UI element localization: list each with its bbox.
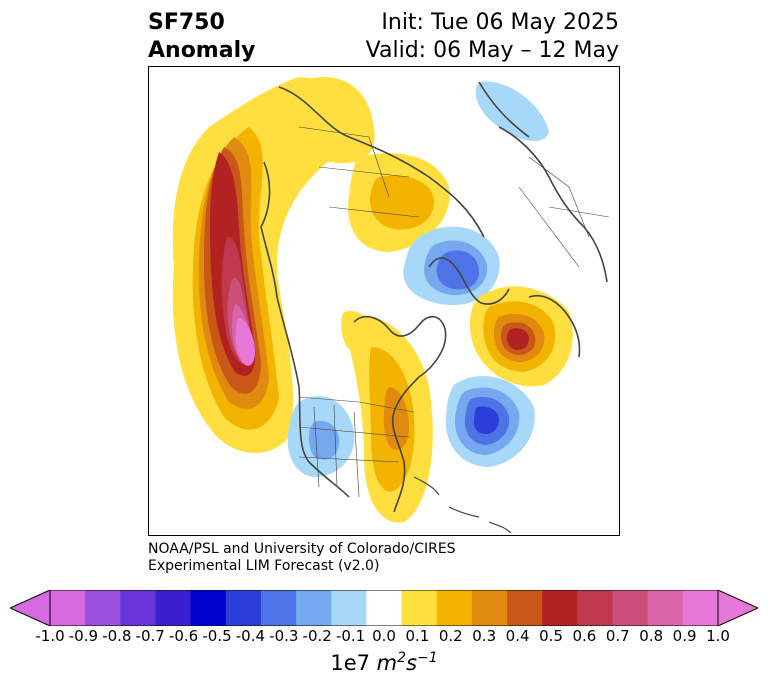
colorbar-tick-label: -0.1	[335, 627, 366, 645]
colorbar-cell	[260, 590, 297, 626]
colorbar-cell	[296, 590, 332, 626]
colorbar-tick-label: -0.4	[235, 627, 266, 645]
arctic-positive-anomaly	[288, 77, 450, 252]
credit-text: NOAA/PSL and University of Colorado/CIRE…	[148, 541, 456, 575]
colorbar-tick-label: -0.6	[168, 627, 199, 645]
credit-line-2: Experimental LIM Forecast (v2.0)	[148, 558, 380, 574]
coastlines	[260, 81, 608, 513]
colorbar-tick-label: 0.0	[372, 627, 396, 645]
colorbar-tick-label: 0.5	[539, 627, 563, 645]
colorbar-units: 1e7 m2s−1	[0, 650, 768, 675]
map-title: SF750 Anomaly	[148, 9, 255, 65]
forecast-dates: Init: Tue 06 May 2025 Valid: 06 May – 12…	[366, 9, 619, 65]
map-panel	[148, 66, 620, 536]
colorbar-cell	[436, 590, 473, 626]
colorbar-outline	[49, 590, 719, 626]
anomaly-map	[172, 77, 610, 534]
colorbar-cell	[120, 590, 156, 626]
init-date: Init: Tue 06 May 2025	[381, 10, 619, 35]
colorbar-tick-label: 0.9	[672, 627, 697, 645]
colorbar-tick-label: 0.1	[405, 627, 430, 645]
colorbar-tick-label: -0.8	[102, 627, 132, 645]
colorbar-cell	[401, 590, 438, 626]
colorbar	[10, 590, 758, 626]
colorbar-cell	[577, 590, 614, 626]
colorbar-tick-label: 1.0	[706, 627, 730, 645]
colorbar-tick-label: 0.3	[472, 627, 497, 645]
caribbean-islands	[413, 476, 512, 534]
colorbar-tick-label: -0.9	[68, 627, 99, 645]
atlantic-trough-anomaly	[445, 376, 535, 467]
political-borders	[298, 126, 610, 498]
colorbar-tick-label: -0.3	[269, 627, 299, 645]
colorbar-cell	[647, 590, 684, 626]
colorbar-cell	[366, 590, 403, 626]
colorbar-cell	[471, 590, 508, 626]
pacific-ridge-anomaly	[172, 77, 365, 454]
units-s-exp: −1	[417, 650, 438, 666]
colorbar-cell	[225, 590, 262, 626]
colorbar-tick-label: 0.6	[572, 627, 597, 645]
colorbar-cell	[190, 590, 227, 626]
colorbar-cell	[542, 590, 578, 626]
colorbar-cell	[50, 590, 86, 626]
units-s: s	[406, 651, 418, 675]
credit-line-1: NOAA/PSL and University of Colorado/CIRE…	[148, 541, 456, 557]
valid-range: Valid: 06 May – 12 May	[365, 38, 619, 63]
units-m: m	[376, 651, 398, 675]
colorbar-cell	[682, 590, 719, 626]
colorbar-tick-label: 0.4	[505, 627, 530, 645]
colorbar-tick-label: -0.2	[302, 627, 332, 645]
colorbar-tick-label: 0.2	[438, 627, 463, 645]
units-prefix: 1e7	[330, 651, 370, 675]
colorbar-tick-label: -0.7	[135, 627, 165, 645]
colorbar-tick-label: -1.0	[35, 627, 65, 645]
colorbar-tick-label: 0.8	[639, 627, 664, 645]
colorbar-cell	[612, 590, 649, 626]
units-m-exp: 2	[397, 650, 407, 666]
title-type: Anomaly	[148, 38, 256, 63]
atlantic-ridge-anomaly	[469, 286, 573, 387]
colorbar-cell	[85, 590, 121, 626]
colorbar-cells	[50, 590, 719, 626]
colorbar-left-extension	[10, 590, 51, 626]
western-us-anomaly	[287, 396, 355, 477]
eastern-us-anomaly	[341, 310, 433, 523]
colorbar-tick-label: -0.5	[202, 627, 232, 645]
colorbar-tick-label: 0.7	[605, 627, 630, 645]
title-variable: SF750	[148, 10, 225, 35]
colorbar-right-extension	[717, 590, 758, 626]
colorbar-cell	[507, 590, 543, 626]
arctic-negative-anomaly	[403, 81, 549, 306]
colorbar-cell	[331, 590, 367, 626]
colorbar-cell	[155, 590, 192, 626]
